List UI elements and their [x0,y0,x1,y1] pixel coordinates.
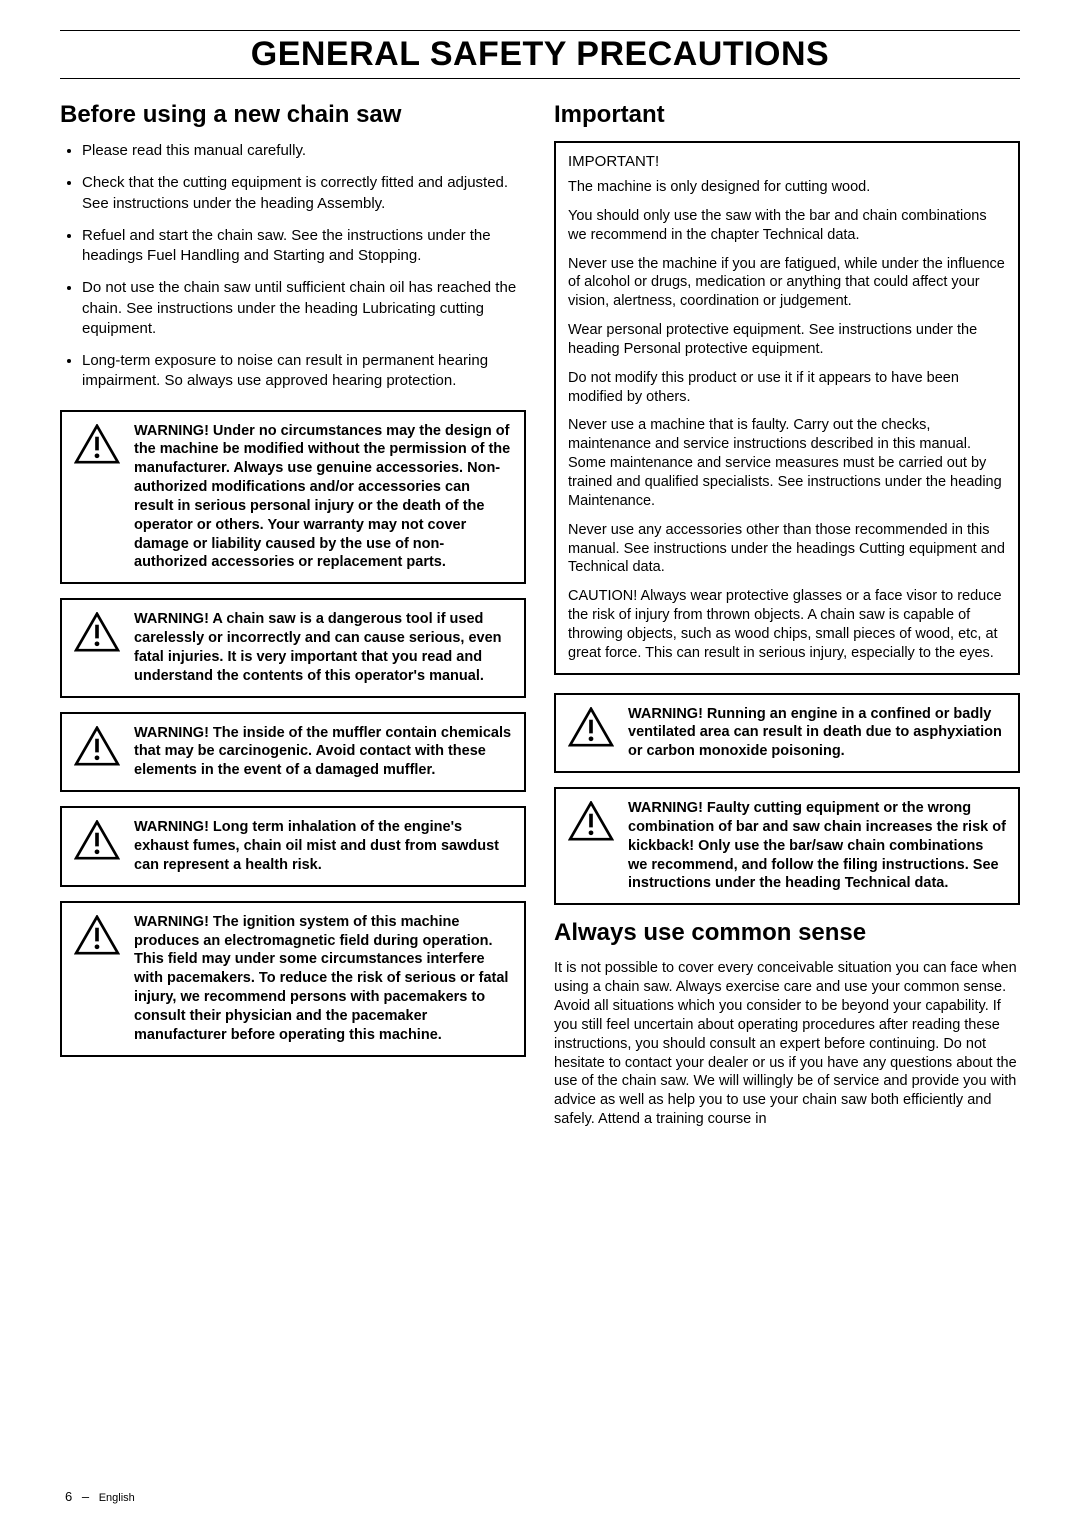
warning-triangle-icon [568,707,614,752]
page-number: 6 [65,1489,72,1504]
warning-box: WARNING! The ignition system of this mac… [60,901,526,1057]
bullet-item: Please read this manual carefully. [82,141,526,161]
left-column: Before using a new chain saw Please read… [60,101,526,1139]
rule-top [60,30,1020,31]
warning-text: WARNING! Faulty cutting equipment or the… [628,799,1006,893]
warning-triangle-icon [74,612,120,657]
warning-triangle-icon [74,820,120,865]
warning-text: WARNING! The inside of the muffler conta… [134,724,512,781]
warning-triangle-icon [74,424,120,469]
warning-box: WARNING! Under no circumstances may the … [60,410,526,585]
important-frame: IMPORTANT! The machine is only designed … [554,141,1020,675]
page: GENERAL SAFETY PRECAUTIONS Before using … [0,0,1080,1528]
important-paragraph: Never use any accessories other than tho… [568,521,1006,578]
important-paragraph: CAUTION! Always wear protective glasses … [568,587,1006,662]
bullet-item: Do not use the chain saw until sufficien… [82,278,526,339]
columns: Before using a new chain saw Please read… [60,101,1020,1139]
bullet-item: Long-term exposure to noise can result i… [82,351,526,392]
warning-triangle-icon [74,726,120,771]
warning-box: WARNING! A chain saw is a dangerous tool… [60,598,526,697]
warning-text: WARNING! Running an engine in a confined… [628,705,1006,762]
important-paragraph: Never use a machine that is faulty. Carr… [568,416,1006,510]
right-column: Important IMPORTANT! The machine is only… [554,101,1020,1139]
page-footer: 6 – English [65,1489,135,1504]
bullet-list: Please read this manual carefully. Check… [60,141,526,392]
bullet-item: Check that the cutting equipment is corr… [82,173,526,214]
important-paragraph: Wear personal protective equipment. See … [568,321,1006,359]
warning-triangle-icon [568,801,614,846]
common-sense-paragraph: It is not possible to cover every concei… [554,959,1020,1129]
warning-box: WARNING! The inside of the muffler conta… [60,712,526,793]
footer-language: English [99,1492,135,1504]
heading-important: Important [554,101,1020,129]
warning-text: WARNING! The ignition system of this mac… [134,913,512,1045]
heading-common-sense: Always use common sense [554,919,1020,947]
warning-triangle-icon [74,915,120,960]
important-paragraph: You should only use the saw with the bar… [568,207,1006,245]
footer-dash: – [82,1489,89,1504]
important-paragraph: Do not modify this product or use it if … [568,369,1006,407]
page-title: GENERAL SAFETY PRECAUTIONS [60,33,1020,79]
important-paragraph: Never use the machine if you are fatigue… [568,255,1006,312]
warning-text: WARNING! Under no circumstances may the … [134,422,512,573]
warning-box: WARNING! Running an engine in a confined… [554,693,1020,774]
important-label: IMPORTANT! [568,153,1006,170]
warning-text: WARNING! Long term inhalation of the eng… [134,818,512,875]
important-paragraph: The machine is only designed for cutting… [568,178,1006,197]
warning-box: WARNING! Long term inhalation of the eng… [60,806,526,887]
warning-text: WARNING! A chain saw is a dangerous tool… [134,610,512,685]
bullet-item: Refuel and start the chain saw. See the … [82,226,526,267]
heading-before-using: Before using a new chain saw [60,101,526,129]
warning-box: WARNING! Faulty cutting equipment or the… [554,787,1020,905]
